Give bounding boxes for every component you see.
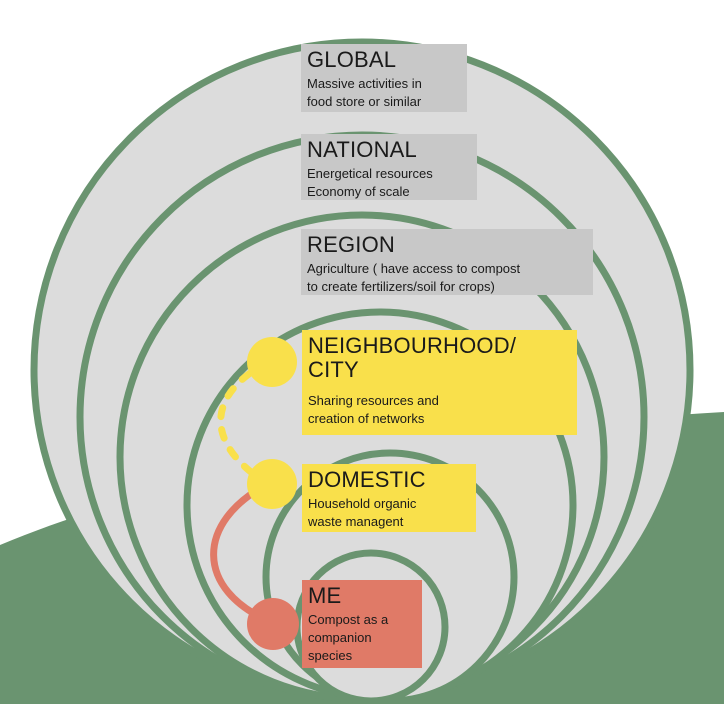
neighbourhood-label-box: NEIGHBOURHOOD/ CITY Sharing resources an… (302, 330, 577, 435)
neighbourhood-dot (247, 337, 297, 387)
me-title: ME (308, 583, 342, 608)
domestic-title: DOMESTIC (308, 467, 426, 492)
national-description: Energetical resources Economy of scale (307, 166, 433, 199)
national-label-box: NATIONAL Energetical resources Economy o… (301, 134, 477, 200)
me-label-box: ME Compost as a companion species (302, 580, 422, 668)
region-title: REGION (307, 232, 395, 257)
global-description: Massive activities in food store or simi… (307, 76, 422, 109)
national-title: NATIONAL (307, 137, 417, 162)
neighbourhood-description: Sharing resources and creation of networ… (308, 393, 439, 426)
dotted-connector (217, 358, 272, 488)
domestic-dot (247, 459, 297, 509)
me-dot (247, 598, 299, 650)
domestic-label-box: DOMESTIC Household organic waste managen… (302, 464, 476, 532)
global-title: GLOBAL (307, 47, 397, 72)
global-label-box: GLOBAL Massive activities in food store … (301, 44, 467, 112)
region-description: Agriculture ( have access to compost to … (307, 261, 521, 294)
neighbourhood-title: NEIGHBOURHOOD/ CITY (308, 333, 517, 382)
me-description: Compost as a companion species (308, 612, 389, 663)
solid-connector (210, 480, 275, 626)
region-label-box: REGION Agriculture ( have access to comp… (301, 229, 593, 295)
domestic-description: Household organic waste managent (308, 496, 417, 529)
